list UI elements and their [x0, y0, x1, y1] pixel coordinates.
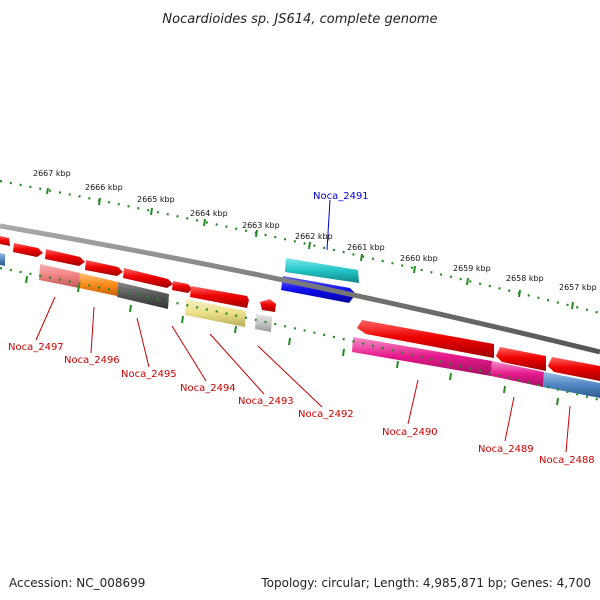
- ruler-label: 2667 kbp: [33, 169, 71, 178]
- cds-block-light-gray: [255, 314, 272, 332]
- reverse-cds-track-right: [357, 320, 600, 381]
- leader-line: [326, 199, 331, 251]
- cds-block-khaki: [185, 299, 246, 327]
- ruler-tick: [518, 289, 521, 298]
- cds-arrow: [172, 281, 192, 293]
- ruler-label: 2659 kbp: [453, 264, 491, 273]
- map-title: Nocardioides sp. JS614, complete genome: [162, 12, 437, 27]
- ruler-tick: [77, 284, 80, 293]
- ruler-tick: [449, 372, 452, 381]
- forward-cds-track: [0, 236, 276, 312]
- ruler-label: 2664 kbp: [190, 209, 228, 218]
- gene-label-noca-2495: Noca_2495: [121, 369, 177, 380]
- outer-ruler-ticks: [46, 187, 574, 310]
- ruler-tick: [25, 275, 28, 284]
- ruler-tick: [503, 385, 506, 394]
- gene-label-noca-2491: Noca_2491: [313, 191, 369, 202]
- gene-label-noca-2488: Noca_2488: [539, 455, 595, 466]
- cds-arrow: [123, 268, 173, 288]
- cds-arrow: [85, 260, 123, 276]
- accession-text: Accession: NC_008699: [9, 576, 145, 590]
- cds-arrow: [0, 236, 10, 246]
- ruler-tick: [413, 265, 416, 274]
- topology-text: Topology: circular; Length: 4,985,871 bp…: [260, 576, 591, 590]
- leader-line: [257, 345, 323, 408]
- cds-block-magenta: [491, 361, 544, 387]
- cds-arrow: [548, 357, 600, 381]
- leader-line: [90, 306, 95, 354]
- cds-arrow: [190, 286, 249, 308]
- ruler-tick: [396, 360, 399, 369]
- ruler-tick: [150, 207, 153, 216]
- ruler-tick: [342, 348, 345, 357]
- leader-line: [171, 325, 207, 382]
- gene-label-noca-2494: Noca_2494: [180, 383, 236, 394]
- ruler-tick: [46, 187, 49, 195]
- ruler-label: 2666 kbp: [85, 183, 123, 192]
- ruler-tick: [234, 325, 237, 334]
- inner-ruler-ticks: [25, 275, 559, 406]
- cds-arrow: [357, 320, 494, 358]
- leader-line: [504, 396, 515, 442]
- ruler-tick: [181, 315, 184, 324]
- ruler-tick: [308, 241, 311, 250]
- cds-block-dark: [117, 282, 169, 309]
- gene-label-noca-2496: Noca_2496: [64, 355, 120, 366]
- cds-block-orange: [79, 273, 118, 296]
- label-leaders: [35, 199, 571, 453]
- ruler-tick: [466, 277, 469, 286]
- leader-line: [407, 379, 419, 425]
- ruler-label: 2660 kbp: [400, 254, 438, 263]
- gene-label-noca-2492: Noca_2492: [298, 409, 354, 420]
- ruler-label: 2658 kbp: [506, 274, 544, 283]
- cds-arrow: [496, 347, 546, 371]
- ruler-tick: [98, 197, 101, 206]
- cds-block-steel: [543, 372, 600, 398]
- ruler-label: 2662 kbp: [295, 232, 333, 241]
- ruler-tick: [571, 301, 574, 310]
- ruler-tick: [288, 337, 291, 346]
- leader-line: [35, 296, 56, 341]
- ruler-tick: [129, 304, 132, 313]
- leader-line: [136, 317, 150, 368]
- ruler-label: 2663 kbp: [242, 221, 280, 230]
- ruler-label: 2661 kbp: [347, 243, 385, 252]
- ruler-label: 2665 kbp: [137, 195, 175, 204]
- cds-block-steel-left: [0, 253, 5, 266]
- cds-arrow: [260, 299, 276, 312]
- gene-label-noca-2489: Noca_2489: [478, 444, 534, 455]
- leader-line: [209, 333, 265, 395]
- ruler-label: 2657 kbp: [559, 283, 597, 292]
- ruler-tick: [360, 253, 363, 262]
- cds-block-pink: [39, 264, 80, 288]
- ruler-tick: [203, 218, 206, 227]
- gene-label-noca-2490: Noca_2490: [382, 427, 438, 438]
- genome-backbone: [0, 223, 600, 355]
- gene-label-noca-2493: Noca_2493: [238, 396, 294, 407]
- leader-line: [565, 405, 571, 453]
- gene-label-noca-2497: Noca_2497: [8, 342, 64, 353]
- cds-arrow: [45, 249, 85, 266]
- ruler-tick: [255, 229, 258, 238]
- gene-noca-2491-block: [285, 258, 359, 283]
- ruler-tick: [556, 397, 559, 406]
- cds-arrow: [13, 243, 43, 257]
